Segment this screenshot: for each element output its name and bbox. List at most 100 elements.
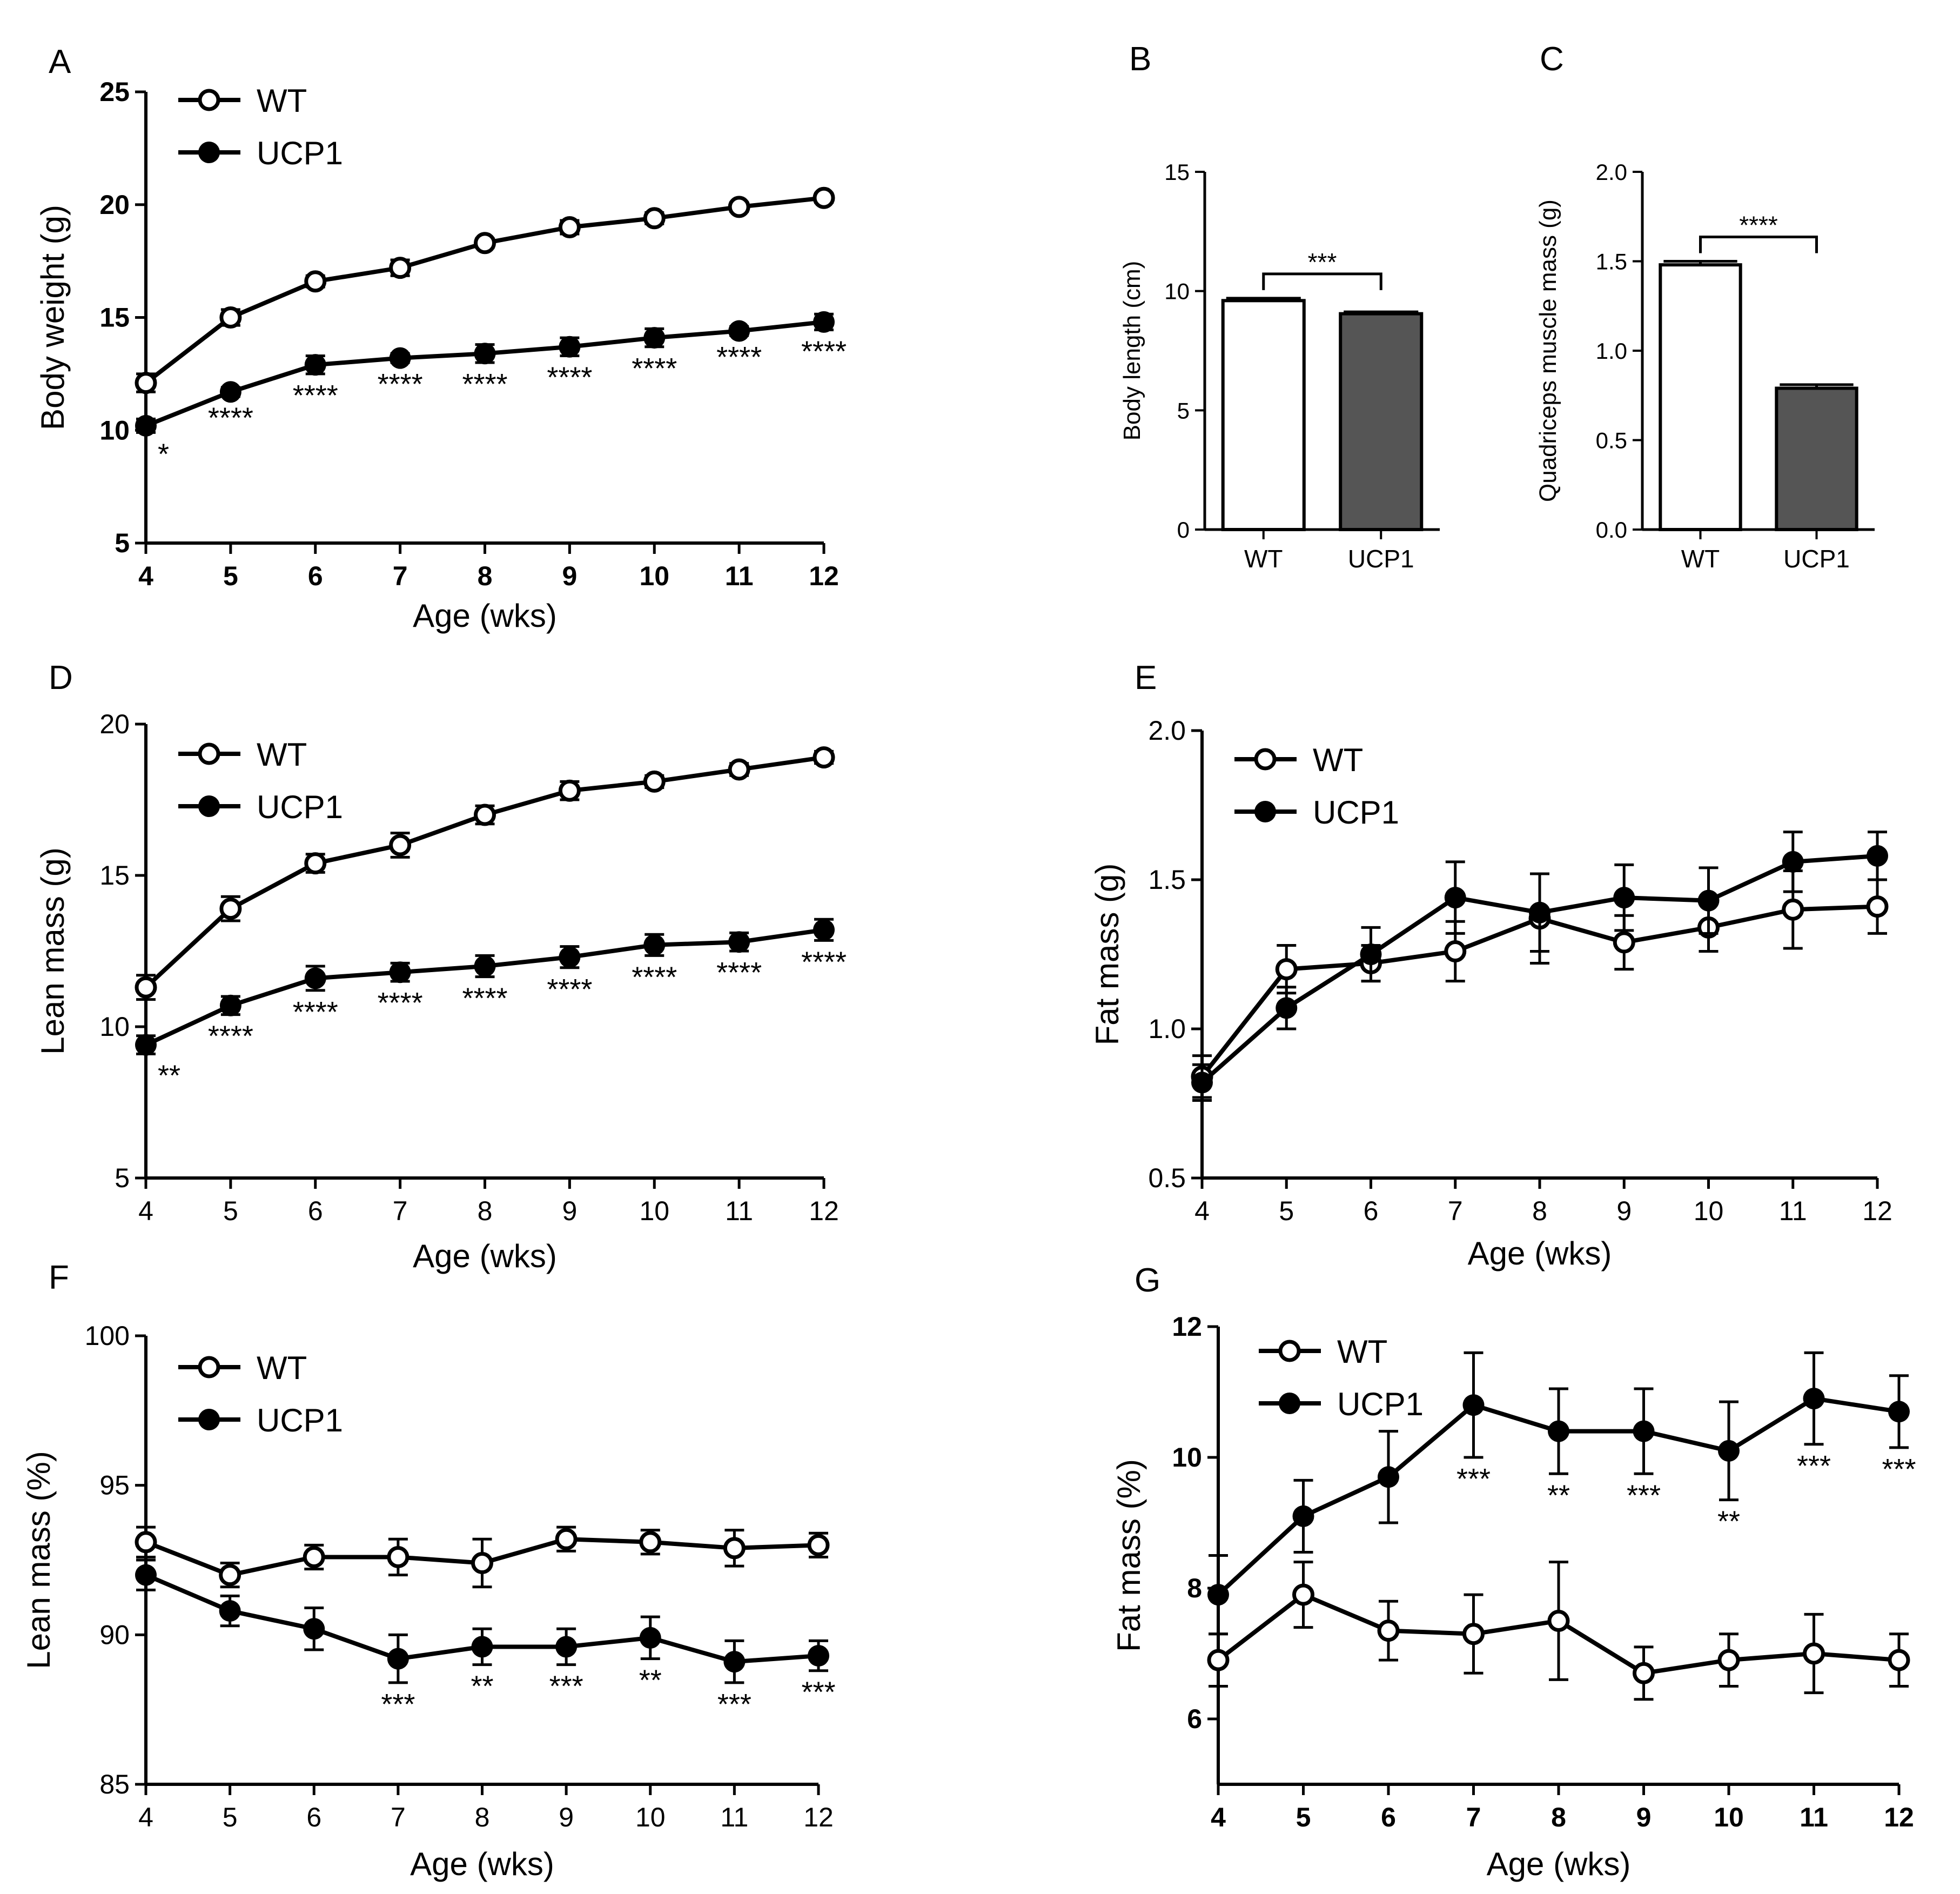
data-point: [474, 955, 496, 977]
legend-marker: [198, 795, 220, 817]
data-point: [808, 1645, 829, 1667]
data-point: [643, 770, 666, 793]
x-tick-label: 4: [1194, 1196, 1210, 1226]
x-tick-label: 11: [725, 561, 754, 591]
x-tick-label: 11: [725, 1196, 753, 1226]
x-axis-label: Age (wks): [1487, 1846, 1631, 1882]
series-ucp1: [135, 311, 835, 437]
x-tick-label: 7: [391, 1802, 406, 1832]
significance-mark: ***: [1456, 1463, 1491, 1495]
significance-mark: **: [1547, 1479, 1570, 1511]
x-tick-label: 9: [562, 1196, 577, 1226]
data-point: [643, 327, 666, 349]
y-tick-label: 100: [85, 1321, 130, 1351]
data-point: [1803, 1642, 1825, 1665]
x-axis-label: Age (wks): [413, 598, 557, 634]
y-tick-label: 0.5: [1596, 428, 1627, 453]
x-tick-label: 10: [639, 1196, 669, 1226]
y-axis-label: Fat mass (%): [1111, 1459, 1147, 1652]
data-point: [135, 414, 157, 437]
data-point: [1888, 1401, 1910, 1423]
panel-F: F 4 5 6 7 8 9 10 11 12 85 90 95 100 Age (wks) Lean mass…: [21, 1259, 836, 1882]
data-point: [1717, 1649, 1740, 1671]
data-point: [813, 746, 835, 769]
x-tick-label: 9: [559, 1802, 574, 1832]
x-tick-label: 12: [809, 561, 839, 591]
legend-label: WT: [257, 737, 307, 773]
data-point: [387, 1648, 409, 1670]
data-point: [1378, 1466, 1399, 1488]
significance-mark: ****: [632, 352, 677, 385]
significance-mark: ***: [717, 1688, 751, 1721]
x-tick-label: 8: [1532, 1196, 1547, 1226]
legend-marker: [1279, 1393, 1300, 1414]
significance-mark: ****: [801, 946, 847, 978]
data-point: [643, 207, 666, 230]
data-point: [728, 758, 750, 781]
legend: WT UCP1: [178, 737, 343, 825]
y-tick-label: 0.0: [1596, 517, 1627, 543]
series-wt: [1207, 1561, 1910, 1701]
y-tick-label: 90: [99, 1619, 130, 1650]
legend-marker: [198, 142, 220, 163]
x-tick-label: 12: [1884, 1802, 1914, 1832]
legend-marker: [198, 1356, 220, 1378]
y-tick-label: 10: [1164, 279, 1190, 304]
y-tick-label: 2.0: [1148, 715, 1186, 746]
legend-label: WT: [257, 83, 307, 119]
data-point: [389, 834, 412, 856]
data-point: [303, 1618, 325, 1640]
x-tick-label: 8: [1551, 1802, 1566, 1832]
data-point: [1292, 1583, 1314, 1606]
significance-mark: ***: [549, 1670, 583, 1703]
y-tick-label: 1.5: [1596, 249, 1627, 275]
legend-marker: [198, 89, 220, 111]
data-point: [219, 1564, 241, 1587]
x-tick-label: 11: [1779, 1196, 1807, 1226]
data-point: [474, 804, 496, 826]
y-tick-label: 10: [99, 1012, 130, 1042]
x-tick-label: 8: [478, 561, 493, 591]
y-tick-label: 0: [1177, 517, 1190, 543]
panel-label: B: [1129, 41, 1151, 78]
x-tick-label: 6: [308, 561, 323, 591]
data-point: [1191, 1072, 1213, 1094]
x-tick-label: 7: [1466, 1802, 1481, 1832]
legend: WT UCP1: [1259, 1334, 1424, 1422]
data-point: [303, 1545, 325, 1568]
data-point: [1633, 1420, 1655, 1442]
significance-mark: ****: [716, 341, 762, 373]
data-point: [474, 343, 496, 365]
x-axis-label: Age (wks): [413, 1238, 557, 1274]
data-point: [728, 320, 750, 342]
data-point: [1292, 1505, 1314, 1527]
data-point: [219, 898, 242, 920]
data-point: [1547, 1610, 1570, 1632]
significance-bracket: ***: [1262, 248, 1382, 290]
data-point: [1867, 845, 1888, 867]
panel-E: E 4 5 6 7 8 9 10 11 12 0.5 1.0 1.5 2.0 Age (wks) Fat ma…: [1089, 659, 1892, 1271]
data-point: [219, 1600, 241, 1622]
x-tick-label: 5: [223, 1196, 238, 1226]
x-tick-label: 10: [639, 561, 669, 591]
significance-mark: ***: [1797, 1450, 1831, 1482]
x-tick-label: 7: [1448, 1196, 1463, 1226]
significance-mark: ****: [547, 361, 592, 393]
x-axis-label: Age (wks): [410, 1846, 554, 1882]
data-point: [559, 336, 581, 358]
legend-label: WT: [1337, 1334, 1387, 1370]
significance-mark: *: [158, 438, 169, 470]
data-point: [219, 306, 242, 329]
x-tick-label: 9: [1616, 1196, 1632, 1226]
legend-label: WT: [257, 1350, 307, 1386]
x-tick-label: 8: [475, 1802, 490, 1832]
significance-mark: ***: [1882, 1453, 1916, 1485]
y-axis-label: Body length (cm): [1119, 261, 1145, 441]
panel-label: A: [49, 43, 71, 81]
data-point: [1866, 895, 1889, 918]
significance-mark: ****: [293, 996, 338, 1028]
significance-mark: **: [158, 1059, 180, 1092]
x-tick-label: 5: [223, 561, 238, 591]
